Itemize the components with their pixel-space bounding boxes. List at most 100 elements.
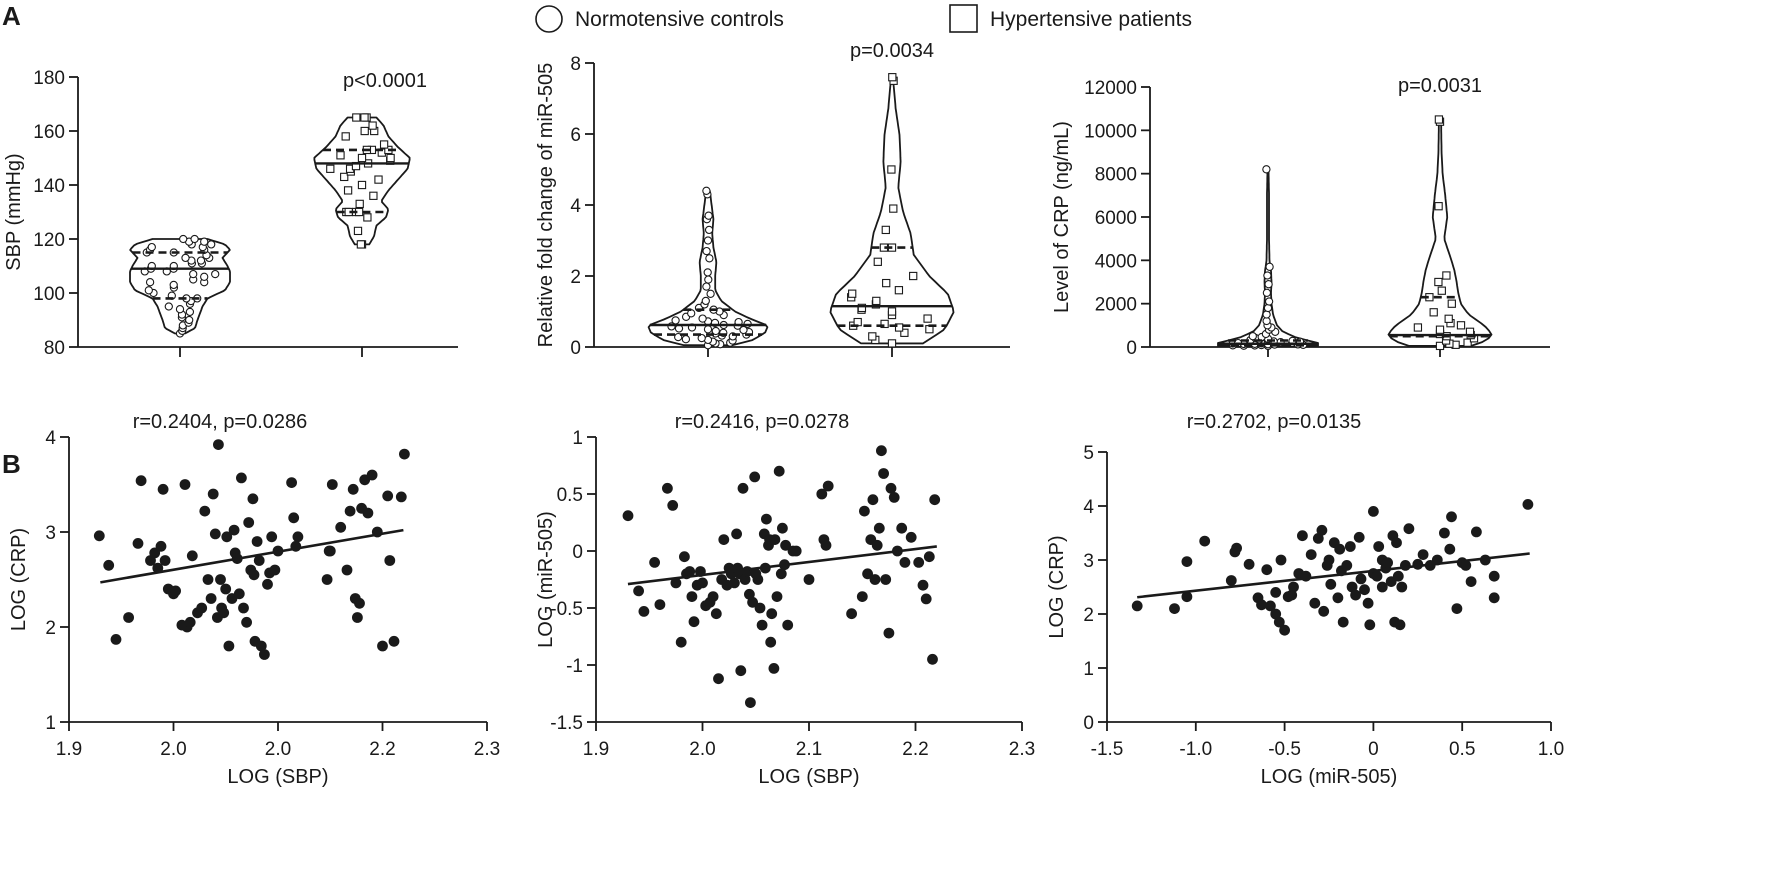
data-point-circle (739, 325, 748, 335)
data-point-circle (169, 280, 178, 290)
data-point-square (1434, 115, 1444, 124)
y-tick-label: 0.5 (557, 485, 583, 506)
data-point-square (343, 186, 353, 195)
y-tick-label: 12000 (1084, 78, 1137, 99)
data-point-square (872, 296, 881, 306)
data-point-circle (704, 211, 713, 220)
x-tick-label: 0.5 (1449, 739, 1475, 760)
data-point (1231, 542, 1242, 554)
y-tick-label: -1 (566, 656, 583, 677)
data-point-square (1413, 323, 1423, 332)
data-point (1355, 573, 1367, 585)
data-point (266, 531, 278, 543)
legend-controls-marker (535, 5, 563, 33)
data-point (1297, 530, 1308, 542)
y-tick-label: -0.5 (550, 599, 583, 620)
data-point (803, 574, 815, 585)
y-tick-label: -1.5 (550, 713, 583, 734)
x-tick-label: 2.3 (1009, 739, 1035, 760)
data-point-square (1444, 314, 1453, 323)
data-point (713, 673, 724, 685)
data-point (873, 522, 885, 534)
data-point (1376, 581, 1388, 593)
p-value-annotation: p=0.0031 (1398, 75, 1482, 97)
data-point (170, 585, 182, 597)
data-point-circle (185, 315, 194, 325)
data-point-circle (175, 305, 185, 314)
data-point (344, 505, 356, 517)
data-point-square (909, 271, 918, 281)
data-point (633, 585, 644, 597)
data-point (209, 528, 221, 540)
y-tick-label: 120 (33, 230, 65, 251)
data-point (186, 550, 198, 562)
data-point-circle (711, 326, 720, 336)
data-point-circle (703, 236, 713, 245)
data-point (820, 539, 832, 551)
data-point (179, 479, 191, 490)
data-point (688, 616, 700, 628)
violin-chart-sbp: 80 100 120 140 160 180 SBP (mmHg) p<0.0001 (3, 68, 458, 359)
y-tick-label: 8 (570, 54, 581, 75)
data-point (1471, 526, 1482, 538)
data-point (697, 577, 708, 589)
data-point-square (1456, 321, 1466, 330)
data-point-square (887, 339, 897, 348)
data-point (913, 557, 925, 568)
data-point (238, 602, 249, 614)
data-point (773, 465, 785, 477)
data-point (638, 606, 650, 617)
data-point-circle (145, 278, 155, 287)
data-point-square (356, 240, 366, 249)
data-point (1288, 581, 1299, 593)
data-point-square (341, 132, 350, 141)
data-point (326, 479, 338, 490)
data-point (135, 475, 147, 487)
data-point-square (1447, 299, 1456, 308)
data-point (1451, 603, 1463, 614)
data-point (871, 539, 883, 551)
data-point (1316, 524, 1328, 536)
data-point-circle (706, 289, 715, 298)
data-point (292, 531, 304, 543)
data-point (1350, 589, 1361, 601)
y-axis-label: Level of CRP (ng/mL) (1051, 121, 1073, 313)
data-point (1337, 616, 1349, 628)
data-point (749, 471, 761, 483)
data-point (1270, 587, 1282, 598)
data-point (654, 599, 666, 610)
data-point-square (352, 113, 361, 122)
y-tick-label: 5 (1083, 443, 1094, 464)
y-tick-label: 1 (572, 428, 583, 449)
data-point (269, 564, 281, 576)
data-point (1382, 557, 1393, 569)
data-point-circle (702, 246, 711, 256)
data-point (243, 517, 255, 528)
data-point-square (1442, 271, 1451, 280)
data-point (215, 574, 226, 585)
data-point (752, 574, 764, 585)
data-point (1359, 584, 1370, 596)
regression-line (100, 528, 404, 584)
data-point (867, 494, 879, 506)
data-point (747, 596, 758, 608)
data-point-square (900, 328, 909, 337)
data-point (248, 569, 260, 581)
data-point (1488, 592, 1500, 604)
data-point-circle (200, 272, 209, 281)
data-point (159, 555, 171, 566)
data-point (1439, 527, 1450, 539)
x-tick-label: 1.9 (56, 739, 82, 760)
data-point-circle (190, 234, 199, 244)
data-point (157, 483, 169, 495)
data-point (1394, 619, 1406, 631)
data-point (362, 507, 374, 519)
data-point (1368, 506, 1379, 517)
data-point (1131, 600, 1143, 612)
data-point-square (336, 151, 345, 160)
y-tick-label: 4 (570, 196, 581, 217)
data-point (93, 530, 105, 542)
x-tick-label: 2.2 (369, 739, 395, 760)
data-point (707, 591, 719, 602)
data-point (1256, 599, 1267, 611)
